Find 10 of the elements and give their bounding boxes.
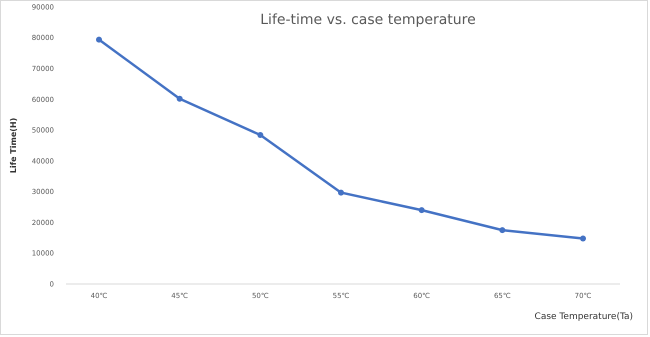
point bbox=[418, 207, 425, 214]
point bbox=[96, 36, 102, 43]
y-axis-title: Life Time(H) bbox=[9, 118, 18, 174]
point bbox=[338, 190, 344, 196]
x-axis-title: Case Temperature(Ta) bbox=[534, 312, 633, 322]
point bbox=[499, 227, 506, 234]
chart-title: Life-time vs. case temperature bbox=[260, 12, 476, 28]
point bbox=[580, 235, 586, 242]
point bbox=[176, 96, 183, 102]
point bbox=[257, 132, 264, 138]
